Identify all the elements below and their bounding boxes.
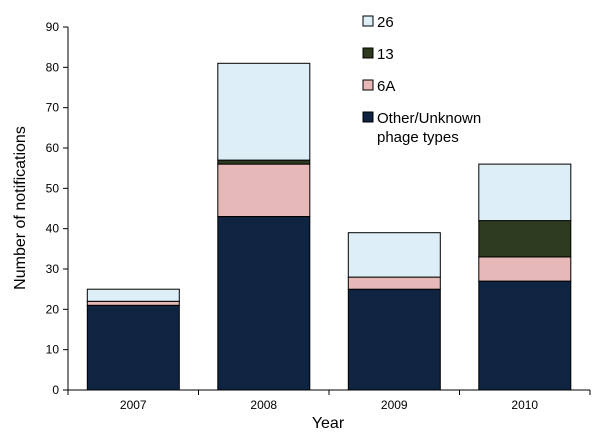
bar-2010-series-2 — [478, 220, 572, 258]
legend-swatch — [362, 15, 374, 27]
bar-2010-series-0 — [478, 280, 572, 391]
bar-2008-series-2 — [217, 159, 311, 165]
bar-2007-series-3 — [86, 288, 180, 302]
legend-label: 26 — [377, 14, 394, 31]
legend-label: 6A — [377, 78, 395, 95]
y-tick-label: 10 — [46, 343, 60, 357]
bar-2008-series-3 — [217, 62, 311, 161]
x-tick-label: 2008 — [250, 398, 277, 412]
y-tick-label: 40 — [46, 222, 60, 236]
legend-label: Other/Unknown — [377, 110, 481, 127]
legend: 26 13 6A Other/Unknown phage types — [362, 14, 481, 146]
x-axis-title: Year — [312, 415, 345, 432]
bars-layer — [86, 62, 572, 391]
bar-2009-series-3 — [347, 232, 441, 278]
y-tick-label: 20 — [46, 302, 60, 316]
axes-layer: 0 10 20 30 40 50 60 70 80 90 2007 2008 2009 2010 — [46, 20, 591, 412]
y-tick-label: 0 — [52, 383, 59, 397]
bar-2007-series-1 — [86, 300, 180, 306]
y-tick-label: 30 — [46, 262, 60, 276]
y-tick-label: 70 — [46, 101, 60, 115]
bar-2009-series-1 — [347, 276, 441, 290]
legend-item: 26 — [362, 14, 394, 31]
x-tick-label: 2010 — [511, 398, 538, 412]
bar-2008-series-0 — [217, 216, 311, 391]
y-tick-label: 50 — [46, 181, 60, 195]
y-tick-label: 60 — [46, 141, 60, 155]
bar-2007-series-0 — [86, 304, 180, 391]
legend-swatch — [362, 47, 374, 59]
legend-label: phage types — [377, 129, 459, 146]
bar-2009-series-0 — [347, 288, 441, 391]
bar-2010-series-3 — [478, 163, 572, 222]
legend-swatch — [362, 79, 374, 91]
legend-item: 6A — [362, 78, 395, 95]
x-tick-label: 2007 — [120, 398, 147, 412]
legend-item: 13 — [362, 46, 394, 63]
legend-swatch — [362, 111, 374, 123]
legend-item: Other/Unknown phage types — [362, 110, 481, 146]
legend-label: 13 — [377, 46, 394, 63]
y-axis-title: Number of notifications — [12, 126, 29, 290]
y-tick-label: 90 — [46, 20, 60, 34]
bar-2010-series-1 — [478, 256, 572, 282]
bar-2008-series-1 — [217, 163, 311, 218]
y-tick-label: 80 — [46, 60, 60, 74]
x-tick-label: 2009 — [381, 398, 408, 412]
